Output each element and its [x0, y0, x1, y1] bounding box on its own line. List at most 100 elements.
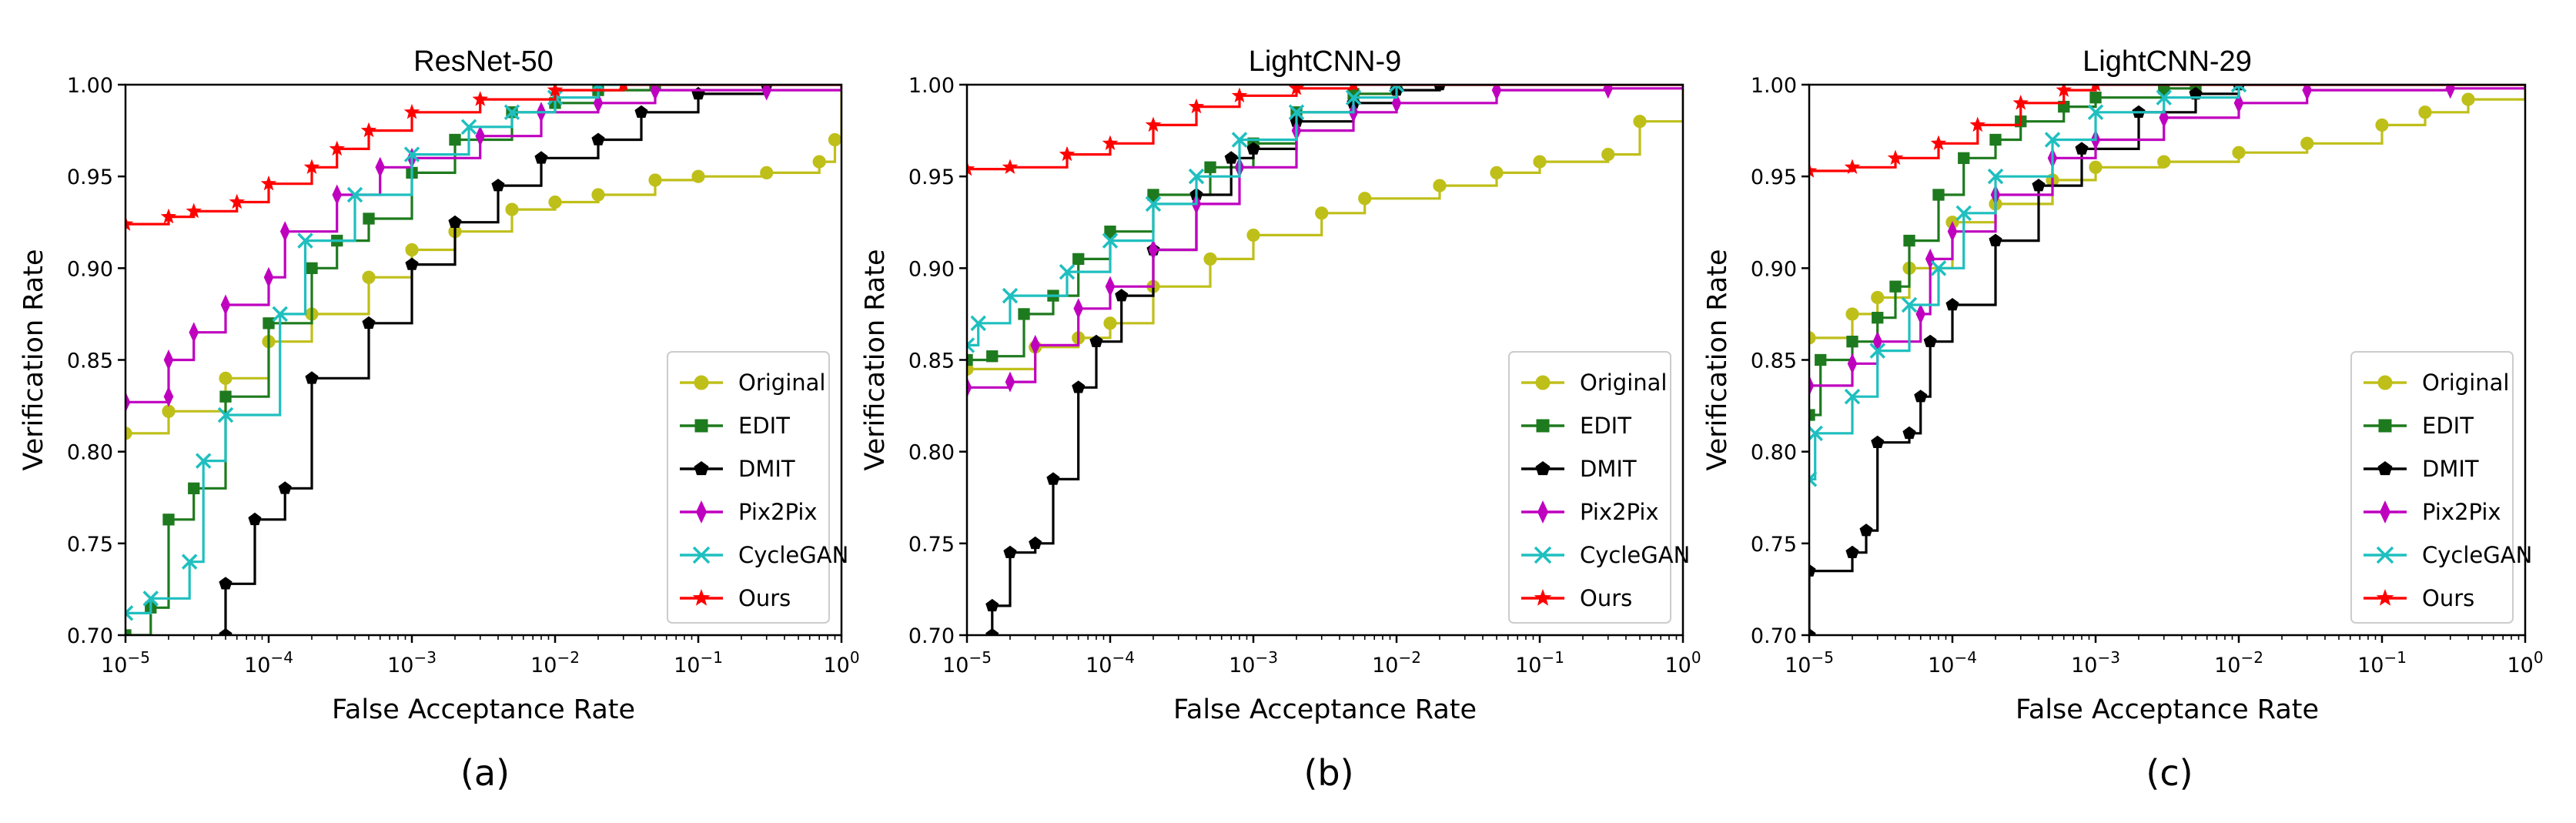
point-ours-3: [1102, 135, 1119, 150]
point-pix2pix-5: [1148, 239, 1159, 260]
point-pix2pix-4: [1925, 248, 1935, 269]
subplot-label-c: (c): [2146, 752, 2193, 794]
point-pix2pix-9: [2159, 107, 2170, 129]
point-dmit-0: [985, 628, 999, 635]
y-tick-label: 0.85: [67, 350, 113, 373]
point-pix2pix-0: [125, 391, 131, 413]
point-edit-0: [125, 629, 132, 635]
point-ours-1: [1844, 159, 1861, 174]
x-tick-label: 10−5: [1785, 648, 1834, 677]
point-dmit-10: [1224, 151, 1238, 164]
point-edit-3: [188, 482, 200, 494]
y-tick-label: 0.70: [1751, 624, 1797, 648]
point-dmit-9: [534, 151, 548, 164]
point-edit-1: [986, 350, 999, 363]
point-pix2pix-5: [1947, 221, 1958, 243]
x-tick-base: 10: [674, 654, 700, 677]
point-dmit-1: [985, 598, 999, 612]
legend-item-original: Original: [1521, 370, 1667, 396]
point-original-2: [1871, 290, 1885, 305]
point-original-14: [812, 155, 826, 169]
x-axis-label: False Acceptance Rate: [332, 694, 635, 725]
legend-label: EDIT: [2422, 413, 2474, 439]
series-line-edit: [967, 85, 1683, 362]
point-original-10: [591, 188, 605, 202]
point-cyclegan-5: [1930, 260, 1947, 276]
point-cyclegan-3: [1059, 263, 1076, 280]
point-ours-4: [260, 175, 277, 191]
point-original-13: [2461, 92, 2475, 106]
y-tick-label: 0.75: [908, 533, 955, 557]
point-pix2pix-14: [761, 85, 772, 101]
legend-marker: [2377, 461, 2393, 476]
point-ours-4: [1969, 116, 1986, 132]
legend-item-pix2pix: Pix2Pix: [1521, 499, 1659, 525]
y-tick-label: 1.00: [908, 74, 955, 98]
point-cyclegan-7: [346, 186, 363, 203]
y-tick-label: 0.95: [908, 166, 955, 189]
point-dmit-0: [1809, 628, 1816, 635]
point-original-0: [1809, 331, 1816, 345]
point-original-8: [1358, 192, 1372, 206]
series-line-cyclegan: [1809, 85, 2525, 480]
point-dmit-4: [1871, 435, 1885, 448]
legend-item-original: Original: [2364, 370, 2509, 396]
x-tick-exponent: 0: [850, 648, 860, 667]
y-tick-label: 0.95: [1751, 166, 1797, 189]
x-tick-base: 10: [1229, 654, 1255, 677]
x-tick-exponent: −4: [1112, 648, 1134, 667]
x-tick-exponent: 0: [2534, 648, 2544, 667]
point-dmit-5: [1902, 426, 1916, 440]
point-cyclegan-9: [460, 119, 477, 135]
x-tick-base: 10: [2507, 654, 2533, 677]
x-tick-base: 10: [1086, 654, 1112, 677]
legend-marker: [1535, 461, 1551, 476]
legend: Original EDIT DMIT Pix2Pix CycleGAN Ours: [667, 351, 848, 624]
series-line-ours: [967, 85, 1683, 171]
point-dmit-3: [1029, 536, 1042, 550]
legend-label: Pix2Pix: [1580, 499, 1659, 525]
legend-marker: [2376, 546, 2394, 564]
x-axis-label: False Acceptance Rate: [1173, 694, 1477, 725]
point-ours-7: [1288, 85, 1305, 95]
chart-title: ResNet-50: [413, 45, 554, 78]
point-edit-0: [1809, 409, 1815, 421]
point-edit-8: [363, 212, 375, 225]
x-tick-label: 10−5: [942, 648, 992, 677]
point-original-13: [1633, 115, 1647, 129]
point-pix2pix-8: [375, 156, 386, 178]
x-tick-label: 10−1: [2357, 648, 2407, 677]
point-dmit-4: [1046, 472, 1060, 485]
x-tick-label: 100: [1664, 648, 1701, 677]
point-cyclegan-10: [2156, 89, 2172, 105]
point-ours-6: [1231, 87, 1248, 102]
x-tick-base: 10: [101, 654, 127, 677]
point-pix2pix-2: [1030, 334, 1041, 356]
x-tick-exponent: −3: [413, 648, 436, 667]
legend-label: Ours: [1580, 585, 1632, 611]
point-cyclegan-10: [503, 104, 520, 120]
x-tick-exponent: −1: [1541, 648, 1564, 667]
point-dmit-1: [219, 577, 233, 590]
legend-item-dmit: DMIT: [2364, 456, 2479, 482]
legend-label: Ours: [738, 585, 791, 611]
y-tick-label: 0.80: [1751, 441, 1797, 465]
point-pix2pix-5: [263, 266, 274, 288]
legend-item-dmit: DMIT: [680, 456, 795, 482]
x-tick-label: 10−3: [1229, 648, 1278, 677]
subplot-lightcnn9: 10−5 10−4 10−3 10−2 10−1 1000.700.750.800.850…: [860, 45, 1701, 725]
point-original-1: [1845, 307, 1859, 321]
legend-item-edit: EDIT: [2364, 413, 2474, 439]
point-cyclegan-2: [1844, 388, 1861, 405]
series-line-original: [967, 85, 1683, 370]
point-pix2pix-0: [1809, 375, 1815, 396]
point-ours-5: [2012, 95, 2029, 110]
point-pix2pix-3: [1073, 298, 1084, 319]
point-edit-6: [1147, 189, 1159, 201]
y-tick-label: 0.75: [1751, 533, 1797, 557]
legend-label: EDIT: [738, 413, 790, 439]
point-original-5: [362, 270, 376, 284]
point-ours-0: [967, 160, 975, 176]
y-axis-label: Verification Rate: [1702, 249, 1733, 470]
point-cyclegan-8: [2044, 132, 2061, 148]
